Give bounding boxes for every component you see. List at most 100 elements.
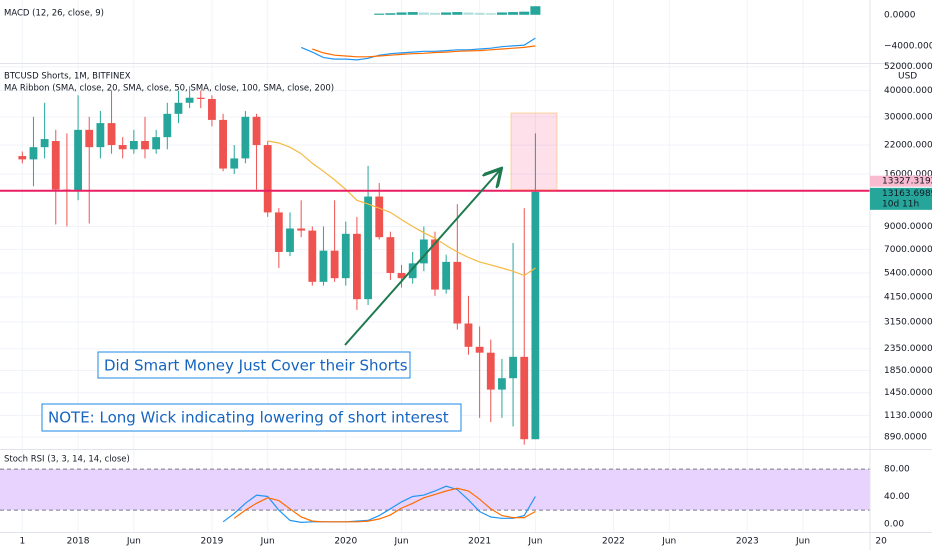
x-tick-label: 2019	[200, 537, 223, 547]
y-tick-label: 7000.0000	[884, 245, 932, 255]
y-tick-label: 0.0000	[884, 10, 916, 20]
candle-body	[152, 137, 161, 150]
histogram-bar	[485, 13, 496, 15]
marks-layer	[0, 6, 870, 524]
candle-body	[431, 239, 439, 290]
candle-body	[397, 272, 406, 279]
y-tick-label: 22000.0000	[884, 141, 932, 151]
candle-body	[464, 323, 473, 347]
candle-body	[51, 141, 60, 190]
last-price-label: 13163.6989	[882, 189, 932, 199]
candle-body	[141, 141, 149, 150]
candle-body	[509, 356, 517, 379]
histogram-bar	[385, 13, 396, 15]
candle-body	[498, 378, 506, 390]
y-tick-label: 1130.0000	[884, 411, 932, 421]
grid-layer	[0, 0, 870, 532]
y-tick-label: 52000.0000	[884, 62, 932, 72]
candle-body	[185, 97, 194, 103]
indicator-line	[233, 487, 536, 523]
y-tick-label: 16000.0000	[884, 170, 932, 180]
candle-body	[419, 239, 428, 264]
x-tick-label: 2023	[736, 537, 759, 547]
histogram-bar	[508, 12, 519, 15]
note-box	[97, 351, 411, 379]
histogram-bar	[519, 11, 530, 15]
y-tick-label: 0.00	[884, 519, 904, 529]
y-tick-label: 3150.0000	[884, 318, 932, 328]
histogram-bar	[407, 12, 418, 15]
x-tick-label: 1	[19, 537, 25, 547]
candle-body	[252, 116, 261, 146]
candle-body	[364, 196, 372, 300]
x-tick-label: Jun	[795, 537, 810, 547]
histogram-bar	[374, 13, 385, 15]
candle-body	[442, 261, 451, 290]
unit-label: USD	[898, 72, 917, 82]
histogram-bar	[441, 12, 452, 15]
candle-body	[230, 158, 239, 169]
note-box	[41, 403, 462, 432]
candle-body	[118, 145, 127, 150]
candle-body	[163, 113, 172, 138]
y-tick-label: 1850.0000	[884, 366, 932, 376]
price-badge-label: 13327.3192	[882, 177, 932, 187]
candle-body	[330, 250, 339, 279]
y-tick-label: 2350.0000	[884, 344, 932, 354]
candle-body	[40, 139, 49, 148]
candle-body	[129, 141, 138, 150]
histogram-bar	[463, 12, 474, 15]
candle-body	[274, 212, 283, 252]
y-tick-label: 30000.0000	[884, 112, 932, 122]
x-tick-label: Jun	[661, 537, 676, 547]
candle-body	[486, 352, 495, 390]
x-tick-label: Jun	[394, 537, 409, 547]
y-tick-label: 40.00	[884, 492, 910, 502]
chart-title: BTCUSD Shorts, 1M, BITFINEX	[4, 72, 131, 82]
candle-body	[263, 145, 272, 213]
candle-body	[297, 228, 306, 231]
candle-body	[96, 123, 105, 148]
histogram-bar	[474, 12, 485, 15]
indicator-line	[312, 45, 536, 58]
y-tick-label: 4150.0000	[884, 292, 932, 302]
candle-body	[74, 129, 82, 191]
y-tick-label: 890.0000	[884, 433, 927, 443]
x-tick-label: 20	[875, 537, 887, 547]
candle-body	[386, 237, 395, 273]
histogram-bar	[496, 12, 507, 15]
candle-body	[208, 98, 216, 120]
y-tick-label: 1450.0000	[884, 388, 932, 398]
x-tick-label: Jun	[126, 537, 141, 547]
candle-body	[85, 129, 94, 148]
target-box	[510, 112, 558, 191]
annotation: Did Smart Money Just Cover their Shorts	[104, 357, 408, 375]
chart-subtitle: MA Ribbon (SMA, close, 20, SMA, close, 5…	[4, 84, 334, 94]
arrow	[344, 170, 500, 346]
indicator-line	[222, 485, 536, 524]
y-tick-label: 5400.0000	[884, 268, 932, 278]
candle-body	[174, 102, 183, 114]
candle-body	[219, 119, 227, 169]
candle-body	[29, 147, 38, 160]
annotation: NOTE: Long Wick indicating lowering of s…	[48, 409, 449, 427]
candle-body	[319, 250, 328, 282]
x-tick-label: 2022	[602, 537, 625, 547]
stoch-band	[0, 469, 870, 511]
candle-body	[353, 233, 361, 300]
stoch-title: Stoch RSI (3, 3, 14, 14, close)	[4, 455, 130, 465]
histogram-bar	[396, 12, 407, 15]
x-tick-label: 2018	[67, 537, 90, 547]
y-tick-label: 80.00	[884, 465, 910, 475]
candle-body	[408, 263, 417, 279]
last-price-badge	[870, 187, 932, 210]
x-tick-label: 2021	[468, 537, 491, 547]
ma-line	[267, 140, 536, 277]
histogram-bar	[452, 12, 463, 15]
candle-body	[375, 196, 384, 238]
countdown-label: 10d 11h	[882, 199, 919, 209]
candle-body	[286, 228, 294, 252]
indicator-line	[300, 37, 536, 61]
